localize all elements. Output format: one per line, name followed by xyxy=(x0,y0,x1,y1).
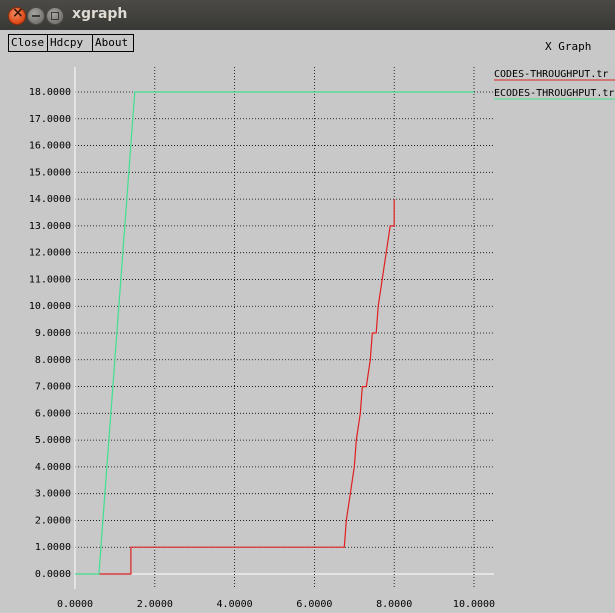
y-tick-label: 11.0000 xyxy=(29,274,71,285)
y-tick-label: 7.0000 xyxy=(35,382,71,393)
tick-labels: 0.0000 1.0000 2.0000 3.0000 4.0000 5.0000 6.00… xyxy=(29,87,495,610)
x-tick-label: 6.0000 xyxy=(296,599,332,610)
y-tick-label: 14.0000 xyxy=(29,194,71,205)
title-bar: xgraph xyxy=(0,0,615,31)
x-tick-label: 2.0000 xyxy=(137,599,173,610)
y-tick-label: 9.0000 xyxy=(35,328,71,339)
graph-window: Close Hdcpy About X Graph 0.0000 1.0000 2.… xyxy=(0,30,615,613)
y-tick-label: 13.0000 xyxy=(29,221,71,232)
chart: 0.0000 1.0000 2.0000 3.0000 4.0000 5.0000 6.00… xyxy=(29,67,615,610)
legend-entry: CODES-THROUGHPUT.tr xyxy=(494,69,608,80)
series-line-1 xyxy=(98,199,395,575)
x-tick-label: 10.0000 xyxy=(453,599,495,610)
y-tick-label: 8.0000 xyxy=(35,355,71,366)
about-button[interactable]: About xyxy=(92,34,134,52)
y-tick-label: 4.0000 xyxy=(35,462,71,473)
y-tick-label: 5.0000 xyxy=(35,435,71,446)
window-minimize-icon[interactable] xyxy=(27,7,45,25)
y-tick-label: 1.0000 xyxy=(35,542,71,553)
y-tick-label: 12.0000 xyxy=(29,248,71,259)
y-tick-label: 15.0000 xyxy=(29,167,71,178)
y-tick-label: 0.0000 xyxy=(35,569,71,580)
graph-title: X Graph xyxy=(545,40,592,53)
window-title: xgraph xyxy=(72,6,128,22)
x-tick-label: 8.0000 xyxy=(376,599,412,610)
y-tick-label: 10.0000 xyxy=(29,301,71,312)
series-lines xyxy=(75,91,474,575)
window-close-icon[interactable] xyxy=(8,5,26,25)
y-tick-label: 17.0000 xyxy=(29,114,71,125)
x-tick-label: 4.0000 xyxy=(217,599,253,610)
legend: CODES-THROUGHPUT.tr ECODES-THROUGHPUT.tr xyxy=(494,69,615,100)
y-tick-label: 3.0000 xyxy=(35,489,71,500)
legend-entry: ECODES-THROUGHPUT.tr xyxy=(494,88,614,99)
series-line-2 xyxy=(75,91,474,575)
y-tick-label: 6.0000 xyxy=(35,408,71,419)
y-tick-label: 16.0000 xyxy=(29,141,71,152)
hdcpy-button[interactable]: Hdcpy xyxy=(47,34,93,52)
window-maximize-icon[interactable] xyxy=(46,7,64,25)
grid xyxy=(74,67,494,589)
x-tick-label: 0.0000 xyxy=(57,599,93,610)
y-tick-label: 2.0000 xyxy=(35,515,71,526)
y-tick-label: 18.0000 xyxy=(29,87,71,98)
